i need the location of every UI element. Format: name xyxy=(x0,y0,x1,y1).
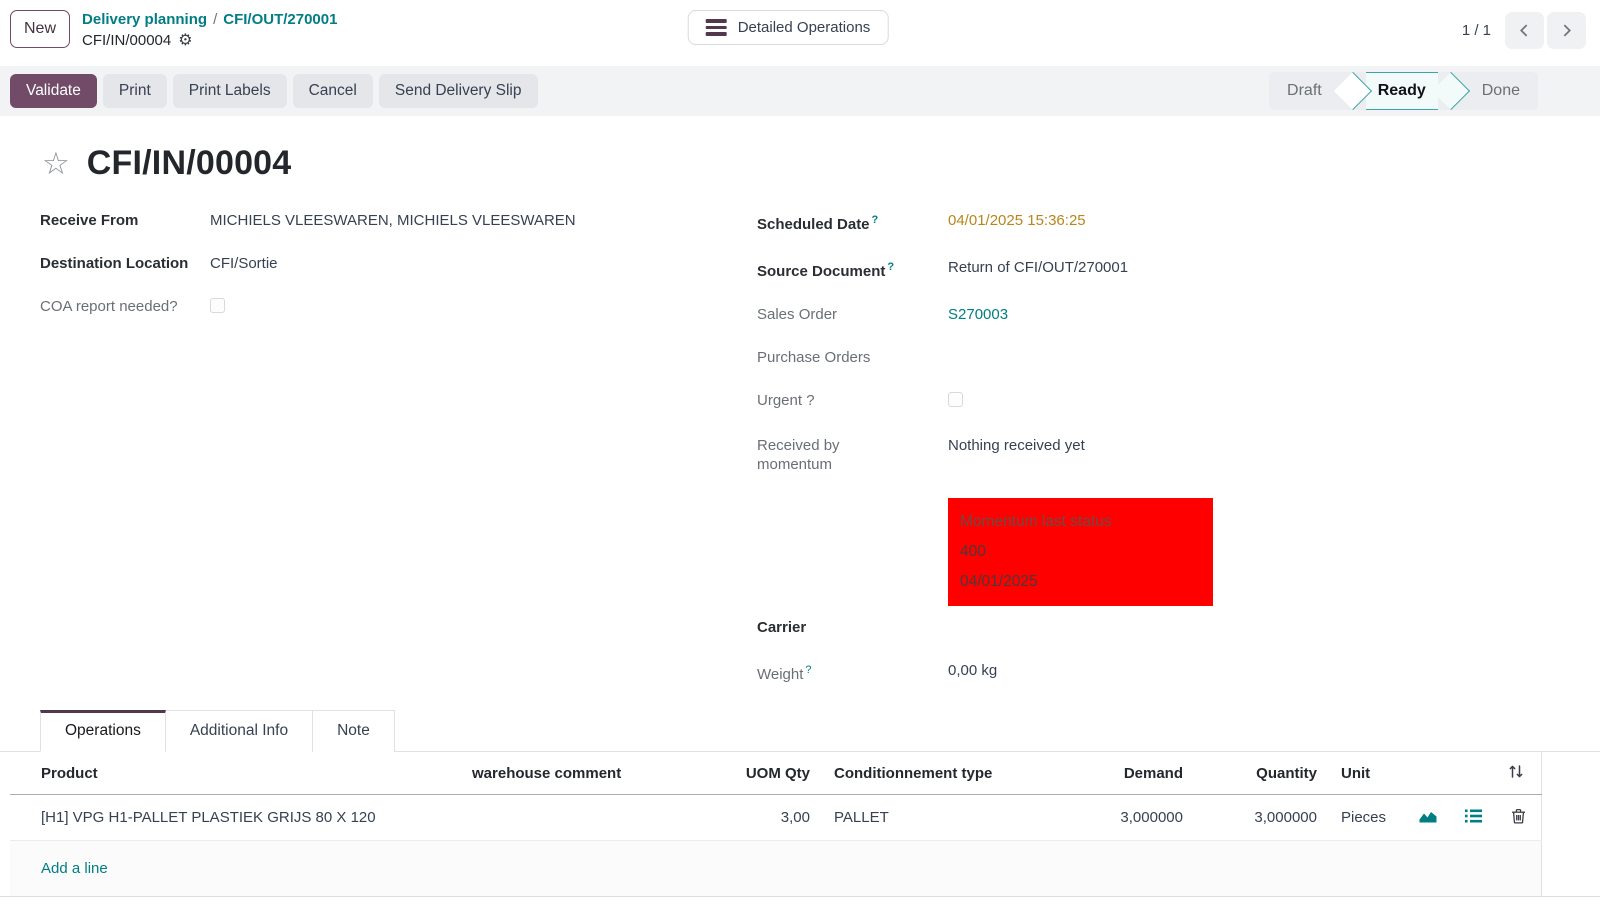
status-arrow-icon xyxy=(1340,72,1366,110)
source-document-value[interactable]: Return of CFI/OUT/270001 xyxy=(948,259,1129,276)
column-header-quantity[interactable]: Quantity xyxy=(1195,752,1329,795)
destination-location-value[interactable]: CFI/Sortie xyxy=(210,255,278,272)
tab-operations[interactable]: Operations xyxy=(40,710,166,752)
cell-uom-qty[interactable]: 3,00 xyxy=(700,794,822,841)
adjust-columns-icon xyxy=(1509,765,1522,778)
cell-quantity[interactable]: 3,000000 xyxy=(1195,794,1329,841)
list-icon xyxy=(1465,809,1482,823)
column-header-warehouse-comment[interactable]: warehouse comment xyxy=(460,752,700,795)
destination-location-label: Destination Location xyxy=(40,255,189,272)
operations-table: Product warehouse comment UOM Qty Condit… xyxy=(10,752,1542,896)
fields-right-column: Scheduled Date? 04/01/2025 15:36:25 Sour… xyxy=(757,211,1560,708)
hamburger-icon xyxy=(705,19,727,36)
add-line-row: Add a line xyxy=(10,840,1542,896)
breadcrumb-separator: / xyxy=(213,11,218,28)
scheduled-date-label: Scheduled Date? xyxy=(757,214,879,233)
help-icon: ? xyxy=(887,261,895,273)
receive-from-label: Receive From xyxy=(40,212,139,229)
tab-note[interactable]: Note xyxy=(313,710,395,752)
pager: 1 / 1 xyxy=(1462,12,1586,49)
detailed-operations-label: Detailed Operations xyxy=(737,19,871,36)
status-step-ready[interactable]: Ready xyxy=(1365,72,1438,110)
chevron-left-icon xyxy=(1520,24,1528,37)
column-header-demand[interactable]: Demand xyxy=(1005,752,1195,795)
sales-order-label: Sales Order xyxy=(757,306,838,323)
chevron-right-icon xyxy=(1563,24,1571,37)
scheduled-date-value[interactable]: 04/01/2025 15:36:25 xyxy=(948,212,1086,229)
add-a-line-link[interactable]: Add a line xyxy=(41,860,108,877)
cell-warehouse-comment[interactable] xyxy=(460,794,700,841)
bottom-divider xyxy=(0,896,1600,897)
detailed-operations-button[interactable]: Detailed Operations xyxy=(687,10,889,45)
source-document-label: Source Document? xyxy=(757,261,895,280)
favorite-star-icon[interactable]: ☆ xyxy=(42,146,70,181)
sales-order-value[interactable]: S270003 xyxy=(948,306,1009,323)
gear-icon[interactable]: ⚙ xyxy=(178,31,193,49)
urgent-label: Urgent ? xyxy=(757,392,815,409)
momentum-alert-title: Momentum last status xyxy=(960,513,1112,530)
status-step-draft[interactable]: Draft xyxy=(1287,82,1322,99)
help-icon: ? xyxy=(805,664,812,676)
pager-next-button[interactable] xyxy=(1547,12,1586,49)
status-step-done[interactable]: Done xyxy=(1481,82,1520,99)
statusbar: Draft Ready Done xyxy=(1269,72,1538,110)
column-header-conditionnement-type[interactable]: Conditionnement type xyxy=(822,752,1005,795)
cell-product[interactable]: [H1] VPG H1-PALLET PLASTIEK GRIJS 80 X 1… xyxy=(10,794,460,841)
cell-demand[interactable]: 3,000000 xyxy=(1005,794,1195,841)
cell-unit[interactable]: Pieces xyxy=(1329,794,1405,841)
pager-previous-button[interactable] xyxy=(1505,12,1544,49)
table-row: [H1] VPG H1-PALLET PLASTIEK GRIJS 80 X 1… xyxy=(10,794,1542,841)
forecast-report-button[interactable] xyxy=(1416,806,1440,829)
receive-from-value[interactable]: MICHIELS VLEESWAREN, MICHIELS VLEESWAREN xyxy=(210,212,576,229)
status-arrow-icon xyxy=(1438,72,1464,110)
trash-icon xyxy=(1512,808,1526,824)
delete-row-button[interactable] xyxy=(1509,806,1528,829)
received-by-momentum-label: Received by momentum xyxy=(757,437,840,473)
column-header-unit[interactable]: Unit xyxy=(1329,752,1405,795)
column-header-uom-qty[interactable]: UOM Qty xyxy=(700,752,822,795)
fields-left-column: Receive From MICHIELS VLEESWAREN, MICHIE… xyxy=(40,211,757,342)
coa-report-needed-checkbox[interactable] xyxy=(210,298,225,313)
help-icon: ? xyxy=(871,214,879,226)
top-bar: New Delivery planning / CFI/OUT/270001 CFI… xyxy=(0,0,1600,66)
weight-label: Weight? xyxy=(757,664,812,683)
weight-value: 0,00 kg xyxy=(948,662,998,679)
print-button[interactable]: Print xyxy=(102,74,167,108)
urgent-checkbox[interactable] xyxy=(948,392,963,407)
optional-columns-button[interactable] xyxy=(1506,762,1527,784)
form-sheet: ☆ CFI/IN/00004 Receive From MICHIELS VLE… xyxy=(0,116,1600,897)
purchase-orders-label: Purchase Orders xyxy=(757,349,871,366)
detailed-operations-row-button[interactable] xyxy=(1463,807,1484,828)
print-labels-button[interactable]: Print Labels xyxy=(172,74,287,108)
carrier-label: Carrier xyxy=(757,619,807,636)
table-header-row: Product warehouse comment UOM Qty Condit… xyxy=(10,752,1542,795)
breadcrumb-origin-document[interactable]: CFI/OUT/270001 xyxy=(223,11,338,28)
document-title: CFI/IN/00004 xyxy=(86,144,292,182)
coa-report-needed-label: COA report needed? xyxy=(40,298,178,315)
breadcrumb-delivery-planning[interactable]: Delivery planning xyxy=(82,11,208,28)
column-header-product[interactable]: Product xyxy=(10,752,460,795)
validate-button[interactable]: Validate xyxy=(10,74,97,108)
notebook-tabs: Operations Additional Info Note xyxy=(0,710,1600,752)
cell-conditionnement-type[interactable]: PALLET xyxy=(822,794,1005,841)
send-delivery-slip-button[interactable]: Send Delivery Slip xyxy=(378,74,538,108)
tab-additional-info[interactable]: Additional Info xyxy=(165,710,314,752)
action-bar: Validate Print Print Labels Cancel Send … xyxy=(0,66,1600,116)
momentum-alert-date: 04/01/2025 xyxy=(960,573,1038,590)
pager-value: 1 / 1 xyxy=(1461,22,1491,39)
new-button[interactable]: New xyxy=(10,10,71,48)
cancel-button[interactable]: Cancel xyxy=(292,74,373,108)
area-chart-icon xyxy=(1419,812,1436,823)
received-by-momentum-value: Nothing received yet xyxy=(948,437,1085,454)
breadcrumb-current: CFI/IN/00004 xyxy=(82,32,172,49)
momentum-alert-code: 400 xyxy=(960,543,986,560)
breadcrumb: Delivery planning / CFI/OUT/270001 CFI/IN/… xyxy=(82,10,337,50)
momentum-last-status-alert: Momentum last status 400 04/01/2025 xyxy=(948,498,1213,606)
